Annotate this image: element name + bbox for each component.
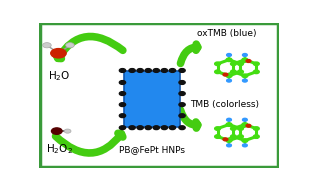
Circle shape [227, 144, 231, 147]
Circle shape [51, 49, 66, 58]
Circle shape [226, 123, 232, 126]
Circle shape [237, 127, 243, 130]
Circle shape [226, 139, 232, 142]
Circle shape [145, 69, 151, 72]
Circle shape [119, 126, 126, 130]
Circle shape [242, 139, 248, 142]
Circle shape [145, 126, 151, 130]
Circle shape [215, 62, 220, 66]
Circle shape [179, 81, 185, 84]
Circle shape [119, 81, 126, 84]
Circle shape [237, 135, 243, 138]
Circle shape [119, 114, 126, 118]
Circle shape [231, 62, 236, 66]
Circle shape [231, 135, 236, 138]
Circle shape [231, 127, 236, 130]
Circle shape [242, 144, 247, 147]
Circle shape [179, 103, 185, 107]
Circle shape [51, 128, 62, 134]
Circle shape [137, 126, 143, 130]
Circle shape [223, 73, 228, 76]
Circle shape [137, 69, 143, 72]
Circle shape [153, 126, 159, 130]
Circle shape [161, 69, 167, 72]
Circle shape [253, 127, 259, 130]
Circle shape [237, 70, 243, 74]
Circle shape [119, 103, 126, 107]
Circle shape [129, 69, 135, 72]
Circle shape [242, 74, 248, 77]
Circle shape [119, 92, 126, 95]
Circle shape [215, 127, 220, 130]
Circle shape [237, 62, 243, 66]
Circle shape [215, 70, 220, 74]
Circle shape [161, 126, 167, 130]
Circle shape [64, 129, 71, 133]
Circle shape [227, 118, 231, 121]
Circle shape [179, 92, 185, 95]
Text: H$_2$O: H$_2$O [48, 70, 70, 83]
Circle shape [169, 126, 175, 130]
Circle shape [66, 43, 74, 48]
Circle shape [179, 114, 185, 118]
Circle shape [246, 60, 251, 62]
Circle shape [42, 43, 51, 48]
Circle shape [227, 53, 231, 57]
Circle shape [242, 79, 247, 82]
Circle shape [226, 74, 232, 77]
Circle shape [227, 79, 231, 82]
Text: TMB (colorless): TMB (colorless) [190, 100, 259, 109]
Circle shape [242, 58, 248, 62]
Circle shape [253, 62, 259, 66]
Circle shape [215, 135, 220, 138]
Circle shape [179, 69, 185, 72]
Circle shape [242, 53, 247, 57]
Circle shape [169, 69, 175, 72]
Circle shape [223, 138, 228, 141]
Circle shape [179, 126, 185, 130]
Circle shape [119, 69, 126, 72]
Circle shape [242, 118, 247, 121]
Circle shape [231, 70, 236, 74]
Circle shape [153, 69, 159, 72]
Bar [124, 71, 180, 127]
Text: oxTMB (blue): oxTMB (blue) [197, 29, 257, 38]
Circle shape [226, 58, 232, 62]
Text: PB@FePt HNPs: PB@FePt HNPs [119, 145, 185, 154]
Circle shape [246, 124, 251, 127]
Circle shape [242, 123, 248, 126]
Circle shape [253, 70, 259, 74]
Circle shape [129, 126, 135, 130]
Text: H$_2$O$_2$: H$_2$O$_2$ [46, 142, 73, 156]
Circle shape [253, 135, 259, 138]
